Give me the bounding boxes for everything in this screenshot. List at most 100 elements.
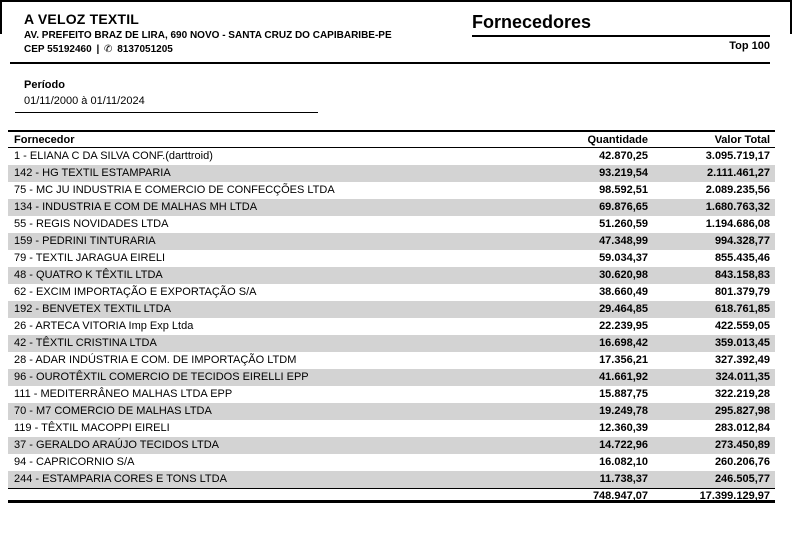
supplier-name-cell: 96 - OUROTÊXTIL COMERCIO DE TECIDOS EIRE… [14,371,309,383]
company-address: AV. PREFEITO BRAZ DE LIRA, 690 NOVO - SA… [24,30,392,41]
supplier-name-cell: 28 - ADAR INDÚSTRIA E COM. DE IMPORTAÇÃO… [14,354,297,366]
valor-total-cell: 273.450,89 [714,439,770,451]
quantity-cell: 41.661,92 [599,371,648,383]
table-row: 75 - MC JU INDUSTRIA E COMERCIO DE CONFE… [8,182,775,199]
valor-total-cell: 246.505,77 [714,473,770,485]
valor-total-cell: 618.761,85 [714,303,770,315]
supplier-name-cell: 42 - TÊXTIL CRISTINA LTDA [14,337,157,349]
quantity-cell: 93.219,54 [599,167,648,179]
table-row: 37 - GERALDO ARAÚJO TECIDOS LTDA 14.722,… [8,437,775,454]
table-row: 111 - MEDITERRÂNEO MALHAS LTDA EPP 15.88… [8,386,775,403]
valor-total-cell: 327.392,49 [714,354,770,366]
totals-value: 17.399.129,97 [699,490,770,502]
quantity-cell: 69.876,65 [599,201,648,213]
supplier-name-cell: 55 - REGIS NOVIDADES LTDA [14,218,169,230]
quantity-cell: 16.698,42 [599,337,648,349]
report-title: Fornecedores [472,12,770,37]
supplier-name-cell: 244 - ESTAMPARIA CORES E TONS LTDA [14,473,227,485]
window-top-border [0,0,792,2]
company-cep: CEP 55192460 [24,44,92,55]
quantity-cell: 15.887,75 [599,388,648,400]
top-100-badge: Top 100 [729,40,770,52]
table-row: 244 - ESTAMPARIA CORES E TONS LTDA 11.73… [8,471,775,488]
company-contact: CEP 55192460 | ✆ 8137051205 [24,44,392,55]
valor-total-cell: 322.219,28 [714,388,770,400]
supplier-name-cell: 119 - TÊXTIL MACOPPI EIRELI [14,422,170,434]
window-left-border [0,0,2,34]
valor-total-cell: 3.095.719,17 [705,150,770,162]
supplier-name-cell: 79 - TEXTIL JARAGUA EIRELI [14,252,165,264]
table-row: 134 - INDUSTRIA E COM DE MALHAS MH LTDA … [8,199,775,216]
quantity-cell: 14.722,96 [599,439,648,451]
valor-total-cell: 324.011,35 [715,371,770,383]
period-value[interactable]: 01/11/2000 à 01/11/2024 [24,95,145,107]
header-divider [10,62,770,64]
column-header-valor-total: Valor Total [714,133,770,146]
valor-total-cell: 422.559,05 [714,320,770,332]
valor-total-cell: 283.012,84 [714,422,770,434]
totals-quantity: 748.947,07 [592,490,648,502]
totals-spacer [14,489,528,500]
valor-total-cell: 260.206,76 [714,456,770,468]
table-row: 119 - TÊXTIL MACOPPI EIRELI 12.360,39 28… [8,420,775,437]
window-right-border [790,0,792,34]
table-row: 48 - QUATRO K TÊXTIL LTDA 30.620,98 843.… [8,267,775,284]
contact-separator: | [96,44,100,55]
company-header: A VELOZ TEXTIL AV. PREFEITO BRAZ DE LIRA… [24,11,392,55]
supplier-name-cell: 37 - GERALDO ARAÚJO TECIDOS LTDA [14,439,219,451]
supplier-name-cell: 75 - MC JU INDUSTRIA E COMERCIO DE CONFE… [14,184,335,196]
company-name: A VELOZ TEXTIL [24,11,140,27]
table-row: 42 - TÊXTIL CRISTINA LTDA 16.698,42 359.… [8,335,775,352]
valor-total-cell: 855.435,46 [714,252,770,264]
valor-total-cell: 801.379,79 [714,286,770,298]
table-row: 62 - EXCIM IMPORTAÇÃO E EXPORTAÇÃO S/A 3… [8,284,775,301]
quantity-cell: 11.738,37 [599,473,648,485]
table-row: 96 - OUROTÊXTIL COMERCIO DE TECIDOS EIRE… [8,369,775,386]
table-row: 159 - PEDRINI TINTURARIA 47.348,99 994.3… [8,233,775,250]
table-row: 70 - M7 COMERCIO DE MALHAS LTDA 19.249,7… [8,403,775,420]
quantity-cell: 29.464,85 [599,303,648,315]
quantity-cell: 59.034,37 [599,252,648,264]
quantity-cell: 16.082,10 [599,456,648,468]
supplier-name-cell: 142 - HG TEXTIL ESTAMPARIA [14,167,171,179]
table-row: 28 - ADAR INDÚSTRIA E COM. DE IMPORTAÇÃO… [8,352,775,369]
supplier-name-cell: 134 - INDUSTRIA E COM DE MALHAS MH LTDA [14,201,258,213]
supplier-name-cell: 1 - ELIANA C DA SILVA CONF.(darttroid) [14,150,213,162]
table-row: 142 - HG TEXTIL ESTAMPARIA 93.219,54 2.1… [8,165,775,182]
quantity-cell: 17.356,21 [599,354,648,366]
table-row: 26 - ARTECA VITORIA Imp Exp Ltda 22.239,… [8,318,775,335]
supplier-name-cell: 26 - ARTECA VITORIA Imp Exp Ltda [14,320,194,332]
period-section: Período 01/11/2000 à 01/11/2024 [24,79,145,107]
company-phone: 8137051205 [117,44,173,55]
supplier-name-cell: 159 - PEDRINI TINTURARIA [14,235,156,247]
supplier-name-cell: 70 - M7 COMERCIO DE MALHAS LTDA [14,405,212,417]
table-row: 79 - TEXTIL JARAGUA EIRELI 59.034,37 855… [8,250,775,267]
valor-total-cell: 843.158,83 [714,269,770,281]
phone-icon: ✆ [104,44,113,55]
valor-total-cell: 359.013,45 [714,337,770,349]
quantity-cell: 38.660,49 [599,286,648,298]
suppliers-table: Fornecedor Quantidade Valor Total 1 - EL… [8,130,775,503]
table-totals-row: 748.947,07 17.399.129,97 [8,488,775,503]
supplier-name-cell: 111 - MEDITERRÂNEO MALHAS LTDA EPP [14,388,233,400]
quantity-cell: 51.260,59 [599,218,648,230]
supplier-name-cell: 48 - QUATRO K TÊXTIL LTDA [14,269,163,281]
valor-total-cell: 295.827,98 [714,405,770,417]
period-underline [15,112,318,113]
quantity-cell: 98.592,51 [599,184,648,196]
table-row: 94 - CAPRICORNIO S/A 16.082,10 260.206,7… [8,454,775,471]
valor-total-cell: 994.328,77 [714,235,770,247]
quantity-cell: 47.348,99 [599,235,648,247]
supplier-name-cell: 192 - BENVETEX TEXTIL LTDA [14,303,171,315]
column-header-fornecedor: Fornecedor [14,133,75,146]
table-row: 192 - BENVETEX TEXTIL LTDA 29.464,85 618… [8,301,775,318]
valor-total-cell: 1.194.686,08 [705,218,770,230]
supplier-name-cell: 62 - EXCIM IMPORTAÇÃO E EXPORTAÇÃO S/A [14,286,257,298]
valor-total-cell: 2.089.235,56 [705,184,770,196]
quantity-cell: 30.620,98 [599,269,648,281]
column-header-quantidade: Quantidade [587,133,648,146]
quantity-cell: 22.239,95 [599,320,648,332]
supplier-name-cell: 94 - CAPRICORNIO S/A [14,456,135,468]
report-head: Fornecedores Top 100 [472,12,770,52]
